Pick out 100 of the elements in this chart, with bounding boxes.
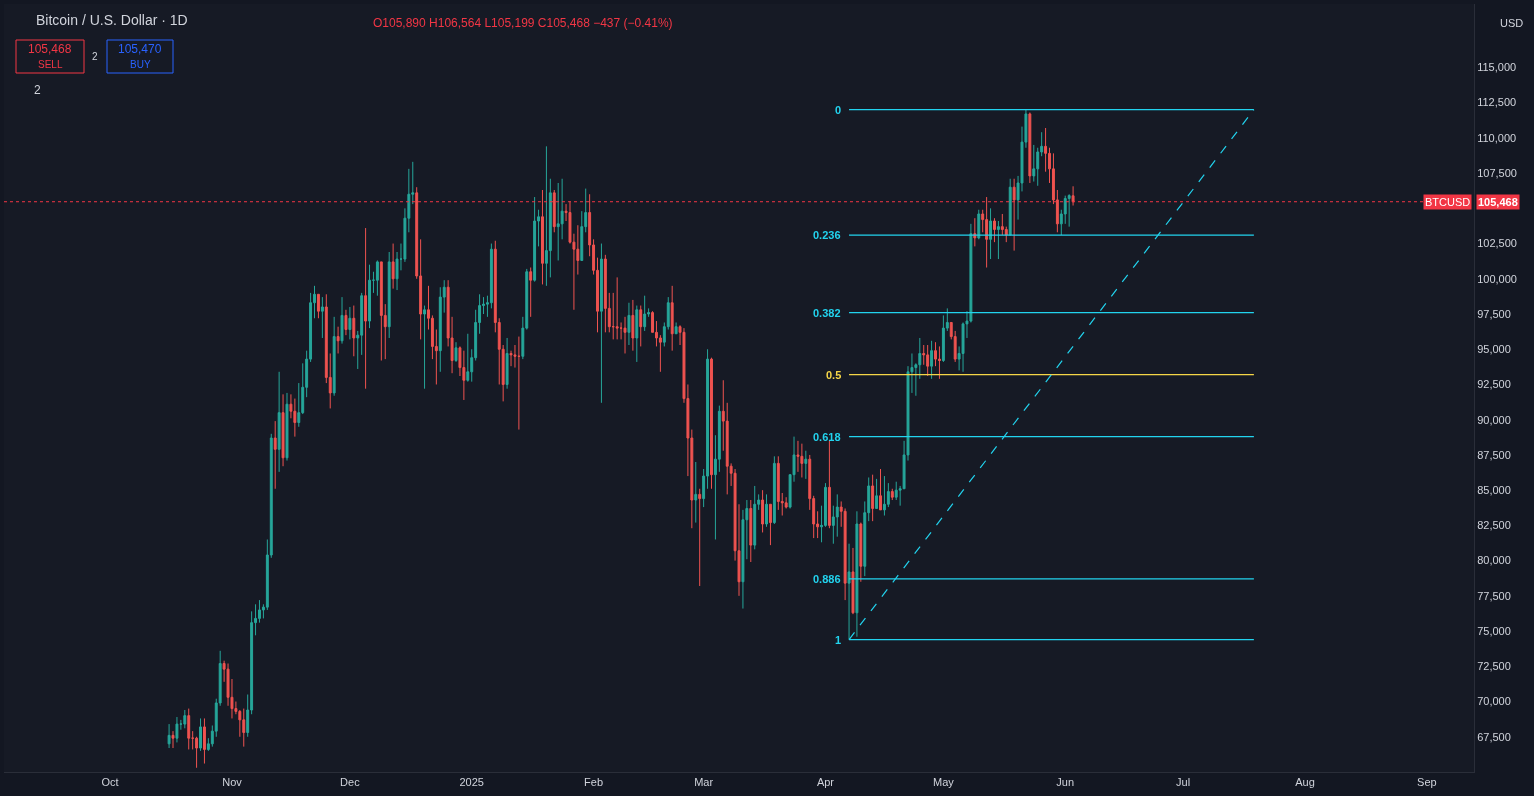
x-tick-label: Feb bbox=[584, 776, 604, 789]
x-tick-label: May bbox=[933, 776, 955, 789]
candlestick bbox=[423, 305, 427, 390]
candlestick bbox=[694, 461, 698, 524]
y-tick-label: 72,500 bbox=[1477, 660, 1511, 673]
candlestick bbox=[320, 296, 324, 339]
candlestick bbox=[989, 207, 993, 260]
candlestick bbox=[529, 267, 533, 318]
candlestick bbox=[332, 316, 336, 397]
annotation: 105,468 bbox=[28, 42, 72, 56]
candlestick bbox=[175, 716, 179, 743]
candlestick bbox=[611, 292, 615, 340]
text: USD bbox=[1500, 17, 1524, 29]
y-tick-label: 102,500 bbox=[1477, 237, 1517, 250]
candlestick bbox=[379, 261, 383, 362]
y-tick-label: 67,500 bbox=[1477, 730, 1511, 743]
candlestick bbox=[375, 259, 379, 297]
candlestick bbox=[541, 189, 544, 285]
x-tick-label: Dec bbox=[340, 776, 361, 789]
candlestick bbox=[242, 708, 246, 748]
candlestick bbox=[202, 717, 206, 765]
candlestick bbox=[761, 489, 765, 533]
candlestick bbox=[183, 709, 187, 729]
candlestick bbox=[368, 264, 371, 329]
candlestick bbox=[977, 209, 981, 240]
candlestick bbox=[556, 182, 560, 261]
annotation: BUY bbox=[130, 59, 151, 70]
series-label: 0.886 bbox=[813, 573, 841, 585]
candlestick bbox=[277, 371, 281, 473]
candlestick bbox=[372, 271, 375, 294]
y-tick-label: 80,000 bbox=[1477, 554, 1511, 567]
candlestick bbox=[859, 522, 863, 583]
candlestick bbox=[344, 309, 348, 336]
candlestick bbox=[882, 475, 886, 517]
candlestick bbox=[643, 295, 647, 332]
candlestick bbox=[364, 227, 368, 390]
candlestick bbox=[1008, 178, 1012, 236]
annotation: 2 bbox=[92, 51, 98, 62]
y-tick-label: 75,000 bbox=[1477, 624, 1511, 637]
candlestick bbox=[753, 485, 757, 550]
candlestick bbox=[993, 217, 996, 243]
candlestick bbox=[599, 243, 603, 404]
series-label: 0 bbox=[835, 104, 842, 116]
y-tick-label: 82,500 bbox=[1477, 519, 1511, 532]
x-tick-label: Jul bbox=[1176, 776, 1191, 789]
y-tick-label: 92,500 bbox=[1477, 378, 1511, 391]
candlestick bbox=[670, 285, 674, 352]
annotation: SELL bbox=[38, 59, 63, 70]
candlestick bbox=[167, 723, 171, 749]
annotation: O105,890 H106,564 L105,199 C105,468 −437 (−0.41%) bbox=[373, 16, 673, 30]
candlestick bbox=[187, 708, 191, 750]
candlestick bbox=[639, 305, 643, 347]
candlestick bbox=[749, 499, 753, 563]
y-tick-label: 97,500 bbox=[1477, 307, 1511, 320]
ref-line-label: BTCUSD bbox=[1425, 196, 1471, 208]
candlestick bbox=[855, 510, 859, 638]
x-tick-label: 2025 bbox=[459, 776, 484, 789]
candlestick bbox=[765, 493, 768, 528]
candlestick bbox=[281, 393, 285, 467]
y-tick-label: 90,000 bbox=[1477, 413, 1511, 426]
y-tick-label: 95,000 bbox=[1477, 343, 1511, 356]
candlestick bbox=[273, 420, 277, 490]
y-tick-label: 87,500 bbox=[1477, 448, 1511, 461]
candlestick bbox=[533, 196, 537, 283]
candlestick bbox=[199, 717, 202, 752]
candlestick bbox=[937, 345, 941, 380]
candlestick bbox=[387, 251, 391, 339]
candlestick bbox=[293, 398, 297, 438]
y-tick-label: 107,500 bbox=[1477, 166, 1517, 179]
candlestick bbox=[985, 196, 989, 269]
candlestick bbox=[930, 340, 934, 380]
candlestick bbox=[348, 306, 352, 340]
y-tick-label: 77,500 bbox=[1477, 589, 1511, 602]
x-tick-label: Aug bbox=[1295, 776, 1315, 789]
candlestick bbox=[352, 305, 356, 357]
candlestick bbox=[391, 243, 395, 290]
y-tick-label: 85,000 bbox=[1477, 484, 1511, 497]
series-label: 0.618 bbox=[813, 431, 841, 443]
candlestick bbox=[875, 478, 879, 509]
text: Bitcoin / U.S. Dollar · 1D bbox=[36, 12, 188, 28]
candlestick bbox=[1012, 178, 1016, 252]
candlestick bbox=[171, 730, 175, 749]
candlestick bbox=[615, 276, 619, 340]
candlestick bbox=[635, 305, 639, 363]
candlestick bbox=[772, 455, 776, 525]
candlestick bbox=[890, 488, 894, 501]
candlestick bbox=[517, 336, 521, 431]
candlestick bbox=[631, 299, 635, 352]
candlestick bbox=[316, 293, 320, 319]
candlestick bbox=[340, 296, 344, 345]
x-tick-label: Nov bbox=[222, 776, 243, 789]
candlestick bbox=[1028, 112, 1032, 184]
x-tick-label: Oct bbox=[101, 776, 119, 789]
candlestick bbox=[627, 302, 631, 346]
x-tick-label: Mar bbox=[694, 776, 714, 789]
x-tick-label: Sep bbox=[1417, 776, 1437, 789]
x-tick-label: Jun bbox=[1056, 776, 1075, 789]
annotation: 2 bbox=[34, 83, 41, 97]
candlestick bbox=[879, 468, 882, 511]
candlestick bbox=[544, 145, 548, 287]
